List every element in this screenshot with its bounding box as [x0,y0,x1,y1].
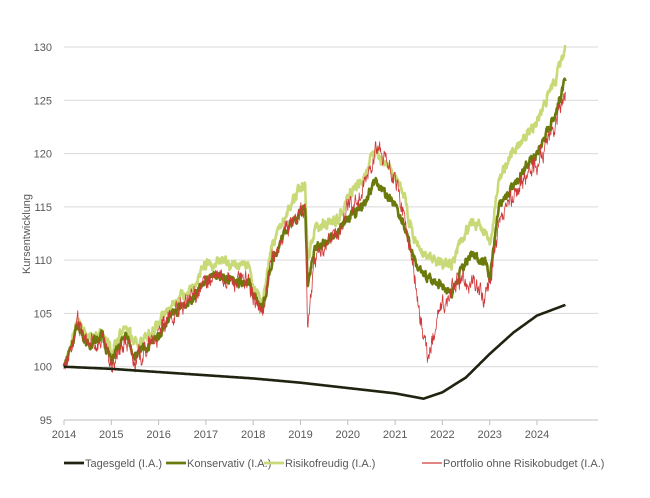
series-line-3 [63,91,566,373]
x-tick-label: 2020 [336,429,360,441]
x-tick-label: 2015 [99,429,123,441]
series-line-1 [62,77,567,369]
x-tick-label: 2024 [525,429,549,441]
x-tick-label: 2014 [52,429,76,441]
y-tick-label: 105 [34,308,52,320]
y-tick-label: 110 [34,255,52,267]
x-tick-label: 2022 [430,429,454,441]
legend-label: Konservativ (I.A.) [187,458,271,470]
series-line-0 [63,303,567,401]
x-tick-label: 2016 [146,429,170,441]
legend-label: Risikofreudig (I.A.) [285,458,375,470]
y-tick-label: 130 [34,42,52,54]
x-tick-label: 2018 [241,429,265,441]
y-tick-label: 95 [40,415,52,427]
x-tick-label: 2019 [288,429,312,441]
series-line-2 [62,44,567,368]
legend-label: Tagesgeld (I.A.) [85,458,162,470]
y-tick-label: 125 [34,95,52,107]
x-tick-label: 2017 [194,429,218,441]
legend-label: Portfolio ohne Risikobudget (I.A.) [443,458,604,470]
y-tick-label: 100 [34,362,52,374]
y-tick-label: 115 [34,202,52,214]
y-axis-label: Kursentwicklung [21,194,33,274]
x-tick-label: 2021 [383,429,407,441]
y-tick-label: 120 [34,149,52,161]
x-tick-label: 2023 [477,429,501,441]
